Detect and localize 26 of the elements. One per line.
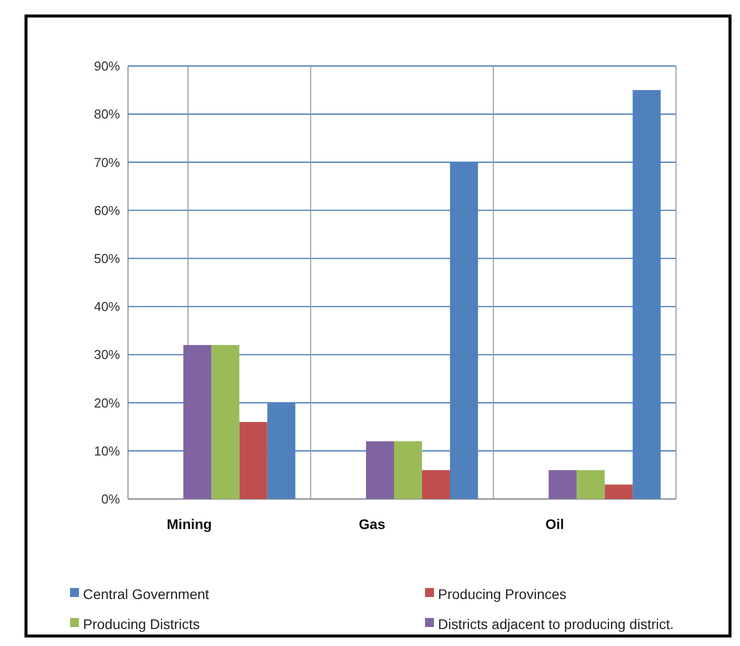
- bar: [366, 441, 394, 499]
- legend-label: Producing Provinces: [438, 586, 566, 602]
- bar: [604, 484, 633, 499]
- bar: [576, 470, 605, 499]
- x-tick-label: Gas: [358, 516, 386, 532]
- legend-label: Central Government: [83, 586, 210, 602]
- y-tick-label: 70%: [94, 154, 120, 170]
- y-tick-label: 30%: [94, 347, 120, 362]
- y-tick-label: 10%: [94, 443, 120, 458]
- x-tick-label: Mining: [166, 516, 212, 532]
- bar: [394, 441, 422, 499]
- y-tick-label: 20%: [94, 395, 120, 410]
- bar: [422, 470, 450, 499]
- y-tick-label: 40%: [94, 299, 120, 314]
- bar: [183, 345, 212, 499]
- y-tick-label: 90%: [94, 58, 120, 74]
- y-tick-label: 0%: [101, 492, 120, 507]
- y-tick-label: 50%: [94, 250, 120, 266]
- bar: [211, 345, 240, 499]
- legend-label: Producing Districts: [83, 616, 200, 632]
- bar: [548, 470, 577, 499]
- bar: [239, 422, 268, 499]
- x-tick-label: Oil: [545, 516, 564, 532]
- legend-label: Districts adjacent to producing district.: [438, 616, 674, 632]
- y-tick-label: 80%: [94, 106, 120, 122]
- y-tick-label: 60%: [94, 202, 120, 218]
